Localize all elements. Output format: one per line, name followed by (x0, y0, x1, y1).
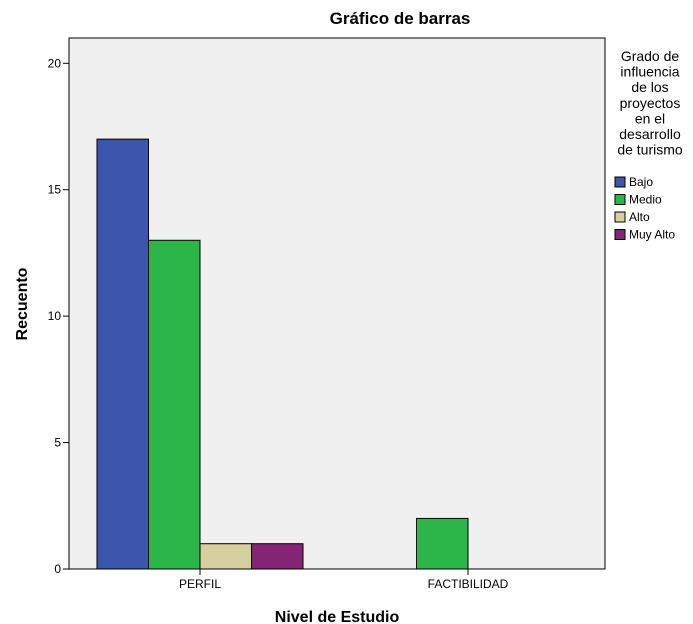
legend-label: Bajo (629, 175, 653, 189)
legend-label: Alto (629, 210, 650, 224)
legend-swatch (614, 194, 626, 205)
bar-medio-factibilidad (416, 517, 469, 570)
legend-title-line: Grado de (621, 48, 680, 64)
y-tick-label: 15 (48, 183, 62, 197)
x-tick-label: PERFIL (179, 577, 221, 591)
legend-swatch (614, 229, 626, 240)
chart-title: Gráfico de barras (330, 9, 471, 28)
legend-label: Medio (629, 193, 662, 207)
bars (96, 138, 469, 570)
legend-title-line: en el (635, 110, 665, 126)
legend-label: Muy Alto (629, 228, 675, 242)
x-axis: PERFIL FACTIBILIDAD (179, 569, 509, 591)
y-tick-label: 10 (48, 309, 62, 323)
legend-title-line: desarrollo (619, 126, 681, 142)
bar-bajo-perfil (96, 138, 149, 570)
y-axis: 0 5 10 15 20 (48, 56, 69, 576)
legend-title-line: influencia (620, 64, 679, 80)
y-axis-title: Recuento (14, 267, 31, 340)
bar-muy-alto-perfil (251, 543, 304, 570)
bar-medio-perfil (148, 239, 201, 570)
legend-swatch (614, 211, 626, 223)
x-axis-title: Nivel de Estudio (275, 609, 400, 624)
legend-title-line: proyectos (620, 95, 681, 111)
legend-title-line: de turismo (617, 142, 683, 158)
y-tick-label: 20 (48, 56, 62, 70)
y-tick-label: 0 (54, 562, 61, 576)
y-tick-label: 5 (54, 436, 61, 450)
legend-swatch (614, 176, 626, 188)
x-tick-label: FACTIBILIDAD (428, 577, 509, 591)
legend-title-line: de los (631, 79, 668, 95)
bar-alto-perfil (199, 543, 252, 570)
